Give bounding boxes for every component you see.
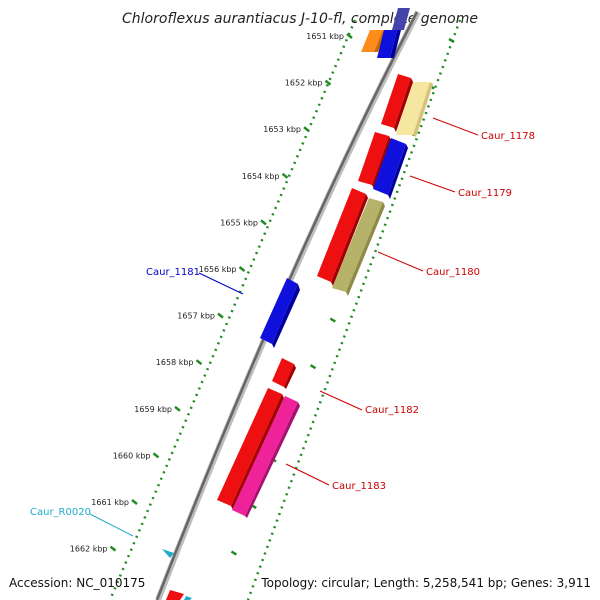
tick-mark [238, 266, 246, 272]
tick-mark [309, 364, 317, 370]
tick-mark [260, 219, 267, 226]
tick-mark [281, 172, 289, 179]
gene-caur-r0020[interactable] [162, 549, 174, 558]
tick-mark [152, 452, 160, 459]
label-text-caur-1181: Caur_1181 [146, 267, 200, 278]
gene-caur-1183[interactable] [232, 396, 300, 518]
tick-labels: 1651 kbp 1652 kbp 1653 kbp 1654 kbp 1655 kbp… [70, 32, 344, 554]
label-text-caur-1183: Caur_1183 [332, 481, 386, 492]
tick-mark [131, 499, 138, 505]
gene-caur-1180[interactable] [332, 198, 385, 296]
tick-label: 1660 kbp [113, 451, 151, 460]
tick-mark [174, 405, 181, 412]
label-text-caur-r0020: Caur_R0020 [30, 507, 91, 518]
label-text-caur-1182: Caur_1182 [365, 405, 419, 416]
label-caur-1183[interactable]: Caur_1183 [285, 463, 386, 492]
feature-top-blue-shadow [392, 8, 410, 30]
tick-label: 1662 kbp [70, 545, 108, 554]
tick-label: 1657 kbp [177, 312, 215, 321]
gene-red-c[interactable] [317, 188, 368, 286]
tick-label: 1655 kbp [220, 218, 258, 227]
tick-mark [217, 312, 224, 319]
feature-top-blue [377, 30, 401, 58]
label-text-caur-1180: Caur_1180 [426, 267, 480, 278]
label-caur-1180[interactable]: Caur_1180 [377, 251, 480, 278]
feature-bottom [166, 590, 192, 600]
summary-text: Topology: circular; Length: 5,258,541 bp… [260, 576, 591, 590]
tick-ring-outer [246, 19, 462, 600]
gene-caur-1182[interactable] [217, 388, 284, 510]
tick-mark [329, 317, 336, 323]
label-caur-1179[interactable]: Caur_1179 [409, 175, 512, 199]
tick-ring-inner [108, 19, 357, 600]
tick-label: 1656 kbp [199, 265, 237, 274]
tick-label: 1654 kbp [242, 172, 280, 181]
tick-label: 1658 kbp [156, 358, 194, 367]
label-caur-1181[interactable]: Caur_1181 [146, 267, 244, 295]
label-caur-1178[interactable]: Caur_1178 [432, 117, 535, 142]
gene-red-b[interactable] [358, 132, 391, 189]
gene-red-a[interactable] [381, 74, 413, 132]
label-caur-1182[interactable]: Caur_1182 [319, 390, 419, 416]
tick-mark [195, 359, 203, 366]
tick-mark [109, 545, 117, 552]
tick-label: 1653 kbp [263, 125, 301, 134]
label-text-caur-1178: Caur_1178 [481, 131, 535, 142]
label-caur-r0020[interactable]: Caur_R0020 [30, 507, 134, 537]
tick-mark [230, 550, 238, 556]
tick-mark [324, 79, 332, 86]
gene-red-small[interactable] [272, 358, 296, 389]
tick-label: 1659 kbp [134, 405, 172, 414]
map-title: Chloroflexus aurantiacus J-10-fl, comple… [122, 11, 478, 27]
gene-caur-1178[interactable] [396, 82, 433, 137]
tick-label: 1651 kbp [306, 32, 344, 41]
tick-label: 1652 kbp [285, 79, 323, 88]
tick-mark [303, 126, 310, 133]
accession-text: Accession: NC_010175 [9, 576, 145, 590]
tick-mark [346, 33, 353, 39]
gene-caur-1179[interactable] [373, 138, 408, 199]
tick-label: 1661 kbp [91, 498, 129, 507]
tick-mark [448, 37, 455, 44]
label-text-caur-1179: Caur_1179 [458, 188, 512, 199]
gene-caur-1181[interactable] [260, 278, 300, 348]
